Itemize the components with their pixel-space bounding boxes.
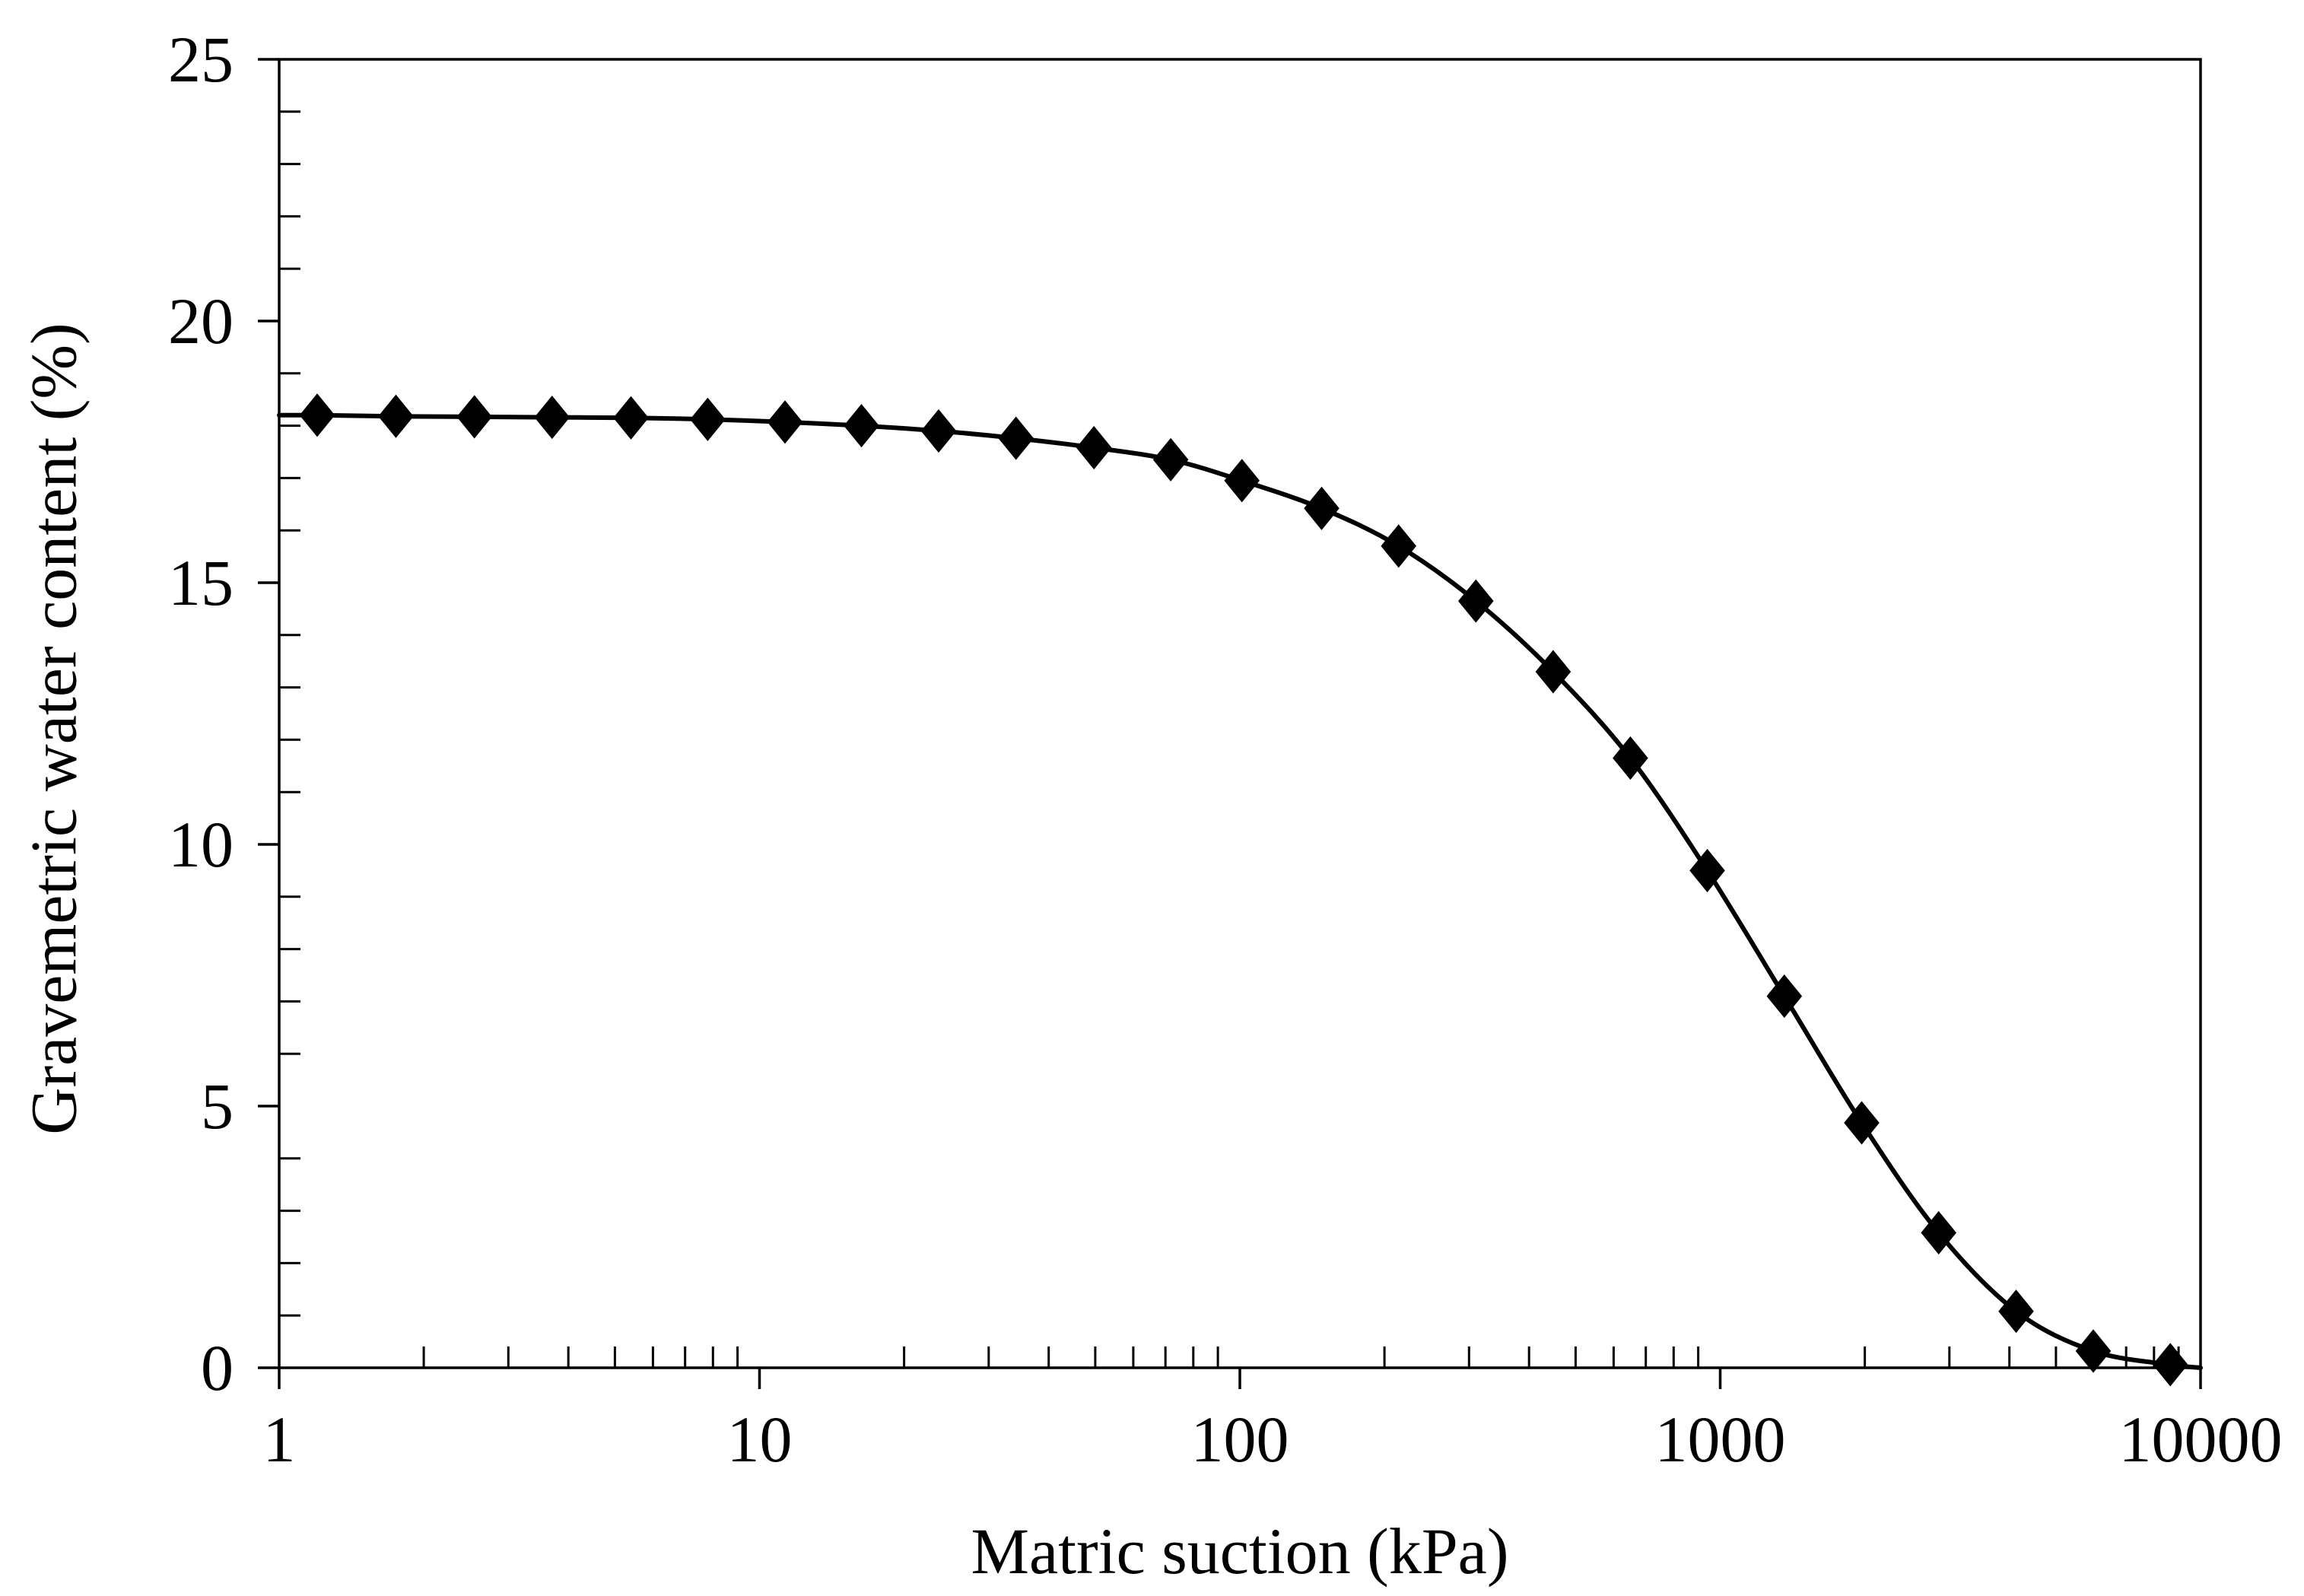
- data-point-diamond: [299, 393, 335, 437]
- series-layer: [277, 393, 2203, 1387]
- tick-marks-layer: [258, 58, 2202, 1389]
- plot-area-border: [278, 58, 2202, 1369]
- data-point-diamond: [1152, 437, 1189, 482]
- data-point-diamond: [1766, 974, 1803, 1019]
- tick-labels-layer: 0 5 10 15 20 25 1 10 100 1000 10000: [168, 23, 2283, 1476]
- data-point-diamond: [920, 409, 957, 453]
- y-tick-label: 0: [201, 1331, 234, 1404]
- data-point-diamond: [1921, 1210, 1956, 1255]
- data-point-diamond: [613, 396, 649, 440]
- y-tick-label: 15: [168, 546, 234, 619]
- plot-frame-layer: [278, 58, 2202, 1369]
- y-tick-label: 5: [201, 1070, 234, 1143]
- x-tick-label: 1000: [1655, 1403, 1786, 1476]
- data-point-diamond: [1689, 848, 1725, 892]
- data-point-diamond: [998, 416, 1034, 460]
- data-point-diamond: [456, 395, 492, 439]
- data-point-diamond: [534, 396, 570, 440]
- data-point-diamond: [2075, 1329, 2112, 1373]
- data-point-diamond: [1535, 650, 1571, 694]
- y-tick-label: 20: [168, 285, 234, 358]
- x-tick-label: 100: [1191, 1403, 1289, 1476]
- data-point-diamond: [1076, 425, 1112, 470]
- data-point-diamond: [1998, 1289, 2034, 1334]
- data-point-diamond: [767, 400, 803, 444]
- data-point-diamond: [1458, 579, 1494, 623]
- data-point-diamond: [1844, 1101, 1880, 1145]
- data-point-diamond: [2152, 1343, 2188, 1387]
- x-axis-title: Matric suction (kPa): [971, 1515, 1509, 1588]
- y-axis-title: Gravemetric water content (%): [17, 323, 91, 1134]
- data-point-diamond: [1381, 524, 1416, 568]
- series-line: [277, 412, 2203, 1370]
- y-tick-label: 25: [168, 23, 234, 96]
- data-point-diamond: [1304, 486, 1339, 530]
- x-tick-label: 10000: [2119, 1403, 2283, 1476]
- x-tick-label: 10: [727, 1403, 793, 1476]
- data-point-diamond: [1224, 459, 1260, 503]
- data-point-diamond: [378, 394, 414, 438]
- data-point-diamond: [1613, 736, 1648, 781]
- data-point-diamond: [690, 397, 726, 441]
- data-point-diamond: [844, 404, 879, 448]
- x-tick-label: 1: [263, 1403, 296, 1476]
- y-tick-label: 10: [168, 808, 234, 881]
- axis-titles-layer: Matric suction (kPa) Gravemetric water co…: [17, 323, 1509, 1588]
